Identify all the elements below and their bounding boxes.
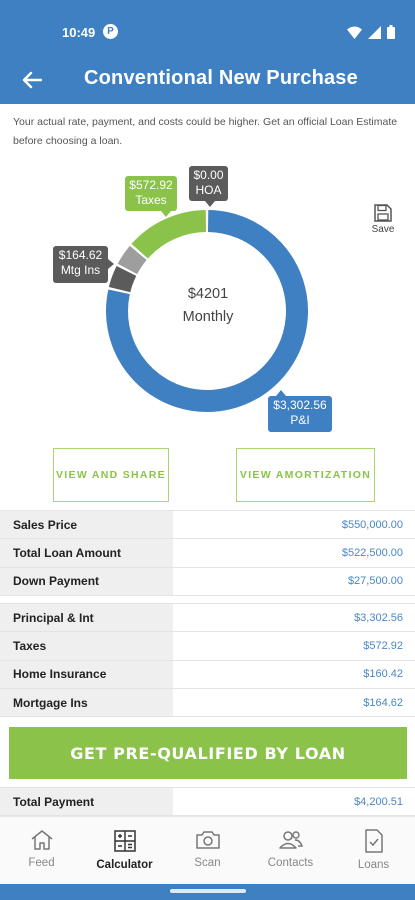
row-value: $164.62 — [363, 696, 403, 709]
save-label: Save — [371, 224, 395, 235]
row-value: $4,200.51 — [354, 795, 403, 808]
get-prequalified-button[interactable]: GET PRE-QUALIFIED BY LOAN — [9, 727, 407, 779]
hoa-tag-value: $0.00 — [193, 168, 224, 182]
row-value: $522,500.00 — [341, 546, 403, 559]
donut-segment-home-insurance — [117, 245, 147, 275]
view-amortization-button[interactable]: VIEW AMORTIZATION — [236, 448, 375, 502]
contacts-icon — [278, 831, 303, 849]
status-bar: 10:49 P — [0, 0, 415, 60]
taxes-tag: $572.92 Taxes — [125, 176, 177, 217]
mtg-ins-tag: $164.62 Mtg Ins — [53, 246, 114, 283]
title-row: Conventional New Purchase — [0, 60, 415, 100]
row-label: Taxes — [0, 632, 173, 660]
save-button[interactable]: Save — [367, 204, 399, 244]
donut-segment-mtg-ins — [108, 266, 137, 293]
row-label: Home Insurance — [0, 660, 173, 688]
table-row: Home Insurance $160.42 — [0, 660, 415, 689]
row-label: Total Payment — [0, 788, 173, 816]
camera-icon — [195, 831, 220, 849]
signal-icon — [368, 25, 381, 39]
table-row: Sales Price $550,000.00 — [0, 511, 415, 540]
row-value: $572.92 — [363, 639, 403, 652]
nav-item-feed[interactable]: Feed — [0, 817, 83, 884]
view-and-share-button[interactable]: VIEW AND SHARE — [53, 448, 169, 502]
table-row: Taxes $572.92 — [0, 632, 415, 661]
nav-label: Calculator — [96, 859, 153, 871]
calculator-icon — [113, 830, 136, 852]
mtg-ins-tag-value: $164.62 — [58, 248, 103, 262]
pi-tag-name: P&I — [290, 413, 310, 427]
total-payment-table: Total Payment $4,200.51 — [0, 787, 415, 817]
mtg-ins-tag-name: Mtg Ins — [60, 263, 101, 277]
home-icon — [31, 830, 52, 850]
document-icon — [364, 829, 383, 853]
nav-item-contacts[interactable]: Contacts — [249, 817, 332, 884]
pi-tag: $3,302.56 P&I — [268, 390, 332, 432]
table-row: Mortgage Ins $164.62 — [0, 688, 415, 718]
taxes-tag-value: $572.92 — [129, 178, 173, 192]
row-value: $160.42 — [363, 668, 403, 681]
taxes-tag-name: Taxes — [135, 193, 167, 207]
wifi-icon — [347, 26, 362, 39]
save-icon — [374, 204, 392, 222]
nav-item-scan[interactable]: Scan — [166, 817, 249, 884]
nav-item-loans[interactable]: Loans — [332, 817, 415, 884]
status-time: 10:49 — [62, 25, 96, 40]
row-label: Total Loan Amount — [0, 539, 173, 567]
row-label: Sales Price — [0, 511, 173, 539]
nav-label: Contacts — [267, 857, 314, 869]
payment-breakdown-table: Principal & Int $3,302.56 Taxes $572.92 … — [0, 603, 415, 718]
pi-tag-value: $3,302.56 — [273, 398, 327, 412]
app-header: 10:49 P Conventional New Purchase — [0, 0, 415, 104]
back-arrow-icon — [22, 71, 42, 89]
row-label: Mortgage Ins — [0, 688, 173, 717]
table-row: Down Payment $27,500.00 — [0, 567, 415, 596]
table-row: Total Payment $4,200.51 — [0, 788, 415, 817]
back-button[interactable] — [18, 66, 46, 94]
loan-summary-table: Sales Price $550,000.00 Total Loan Amoun… — [0, 510, 415, 596]
donut-segment-taxes — [131, 210, 207, 259]
table-row: Total Loan Amount $522,500.00 — [0, 539, 415, 568]
hoa-tag-name: HOA — [195, 183, 222, 197]
donut-segment-p-i — [106, 210, 308, 412]
payment-breakdown-chart: $4201 Monthly $572.92 Taxes $0.00 HOA $1… — [0, 158, 415, 438]
page-title: Conventional New Purchase — [84, 67, 358, 89]
nav-label: Feed — [28, 857, 55, 869]
home-gesture-pill[interactable] — [170, 889, 246, 893]
row-value: $3,302.56 — [354, 611, 403, 624]
disclaimer-text: Your actual rate, payment, and costs cou… — [13, 116, 398, 147]
nav-label: Scan — [194, 857, 221, 869]
app-notification-icon: P — [103, 24, 118, 39]
donut-chart — [106, 210, 308, 412]
monthly-total-amount: $4201 — [187, 286, 229, 302]
table-row: Principal & Int $3,302.56 — [0, 604, 415, 633]
bottom-navigation: Feed Calculator Scan Contacts Loans — [0, 816, 415, 884]
row-value: $27,500.00 — [347, 575, 403, 588]
row-label: Principal & Int — [0, 604, 173, 632]
row-value: $550,000.00 — [341, 518, 403, 531]
nav-label: Loans — [357, 859, 390, 871]
battery-icon — [387, 25, 395, 39]
row-label: Down Payment — [0, 567, 173, 595]
monthly-total-label: Monthly — [182, 309, 234, 325]
nav-item-calculator[interactable]: Calculator — [83, 817, 166, 884]
hoa-tag: $0.00 HOA — [189, 166, 228, 207]
system-icons — [347, 24, 395, 40]
